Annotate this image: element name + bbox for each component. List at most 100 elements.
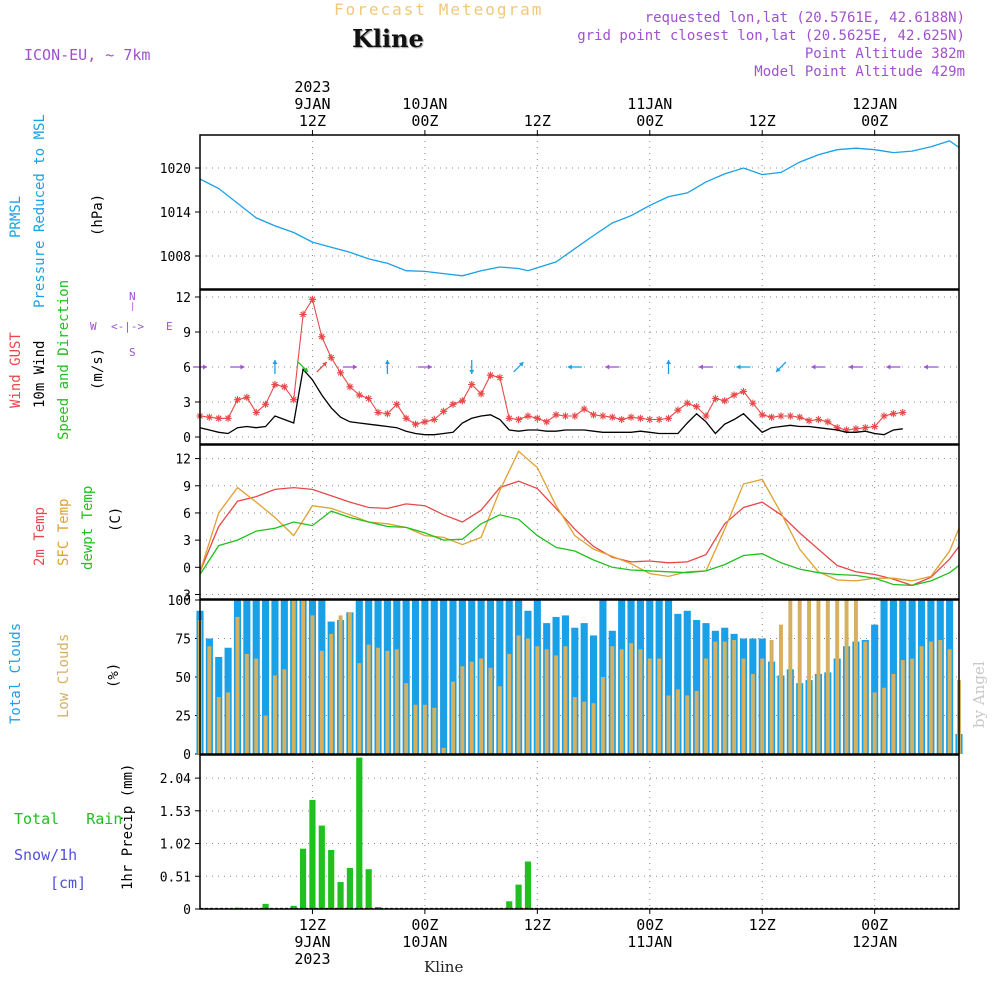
gust-marker (393, 400, 401, 408)
gust-marker (233, 396, 242, 404)
low-cloud-bar (600, 677, 605, 754)
rain-bar (262, 903, 269, 909)
compass-rose: N | W <-|-> E S (90, 290, 180, 360)
rain-bar (318, 825, 325, 909)
bottom-date-label: 00Z (861, 916, 888, 934)
low-cloud-bar (863, 641, 868, 754)
compass-s: S (129, 346, 136, 359)
label-snow-unit: [cm] (50, 874, 87, 892)
gust-marker (458, 397, 466, 405)
rain-bar (309, 799, 316, 909)
y-tick-label: 50 (175, 671, 191, 686)
panel-frame (199, 444, 960, 600)
wind-direction-arrowhead (776, 367, 781, 372)
rain-bar (515, 884, 522, 909)
gust-marker (514, 415, 523, 424)
low-cloud-bar (675, 689, 680, 754)
gust-line (199, 297, 903, 431)
gust-marker (786, 412, 794, 420)
gust-marker (299, 310, 307, 319)
total-cloud-bar (589, 635, 598, 754)
rain-bar (374, 907, 382, 909)
total-cloud-bar (674, 613, 682, 754)
low-cloud-bar (347, 612, 352, 754)
gust-marker (796, 413, 804, 421)
low-cloud-bar (704, 658, 708, 754)
temp-sfc-line (199, 450, 960, 582)
gust-marker (430, 415, 438, 424)
gust-marker (374, 408, 382, 417)
panel-pressure: 1008 1014 1020 (160, 134, 960, 290)
total-cloud-bar (871, 624, 879, 754)
gust-marker (411, 420, 420, 428)
wind-direction-arrowhead (811, 364, 816, 370)
rain-bar (346, 867, 354, 909)
low-cloud-bar (441, 747, 446, 754)
low-cloud-bar (216, 697, 221, 754)
top-date-label: 00Z (636, 112, 663, 130)
total-cloud-bar (664, 600, 673, 754)
rain-bar (290, 905, 297, 909)
low-cloud-bar (807, 600, 812, 754)
low-cloud-bar (301, 600, 306, 754)
gust-marker (693, 403, 701, 411)
total-cloud-bar (693, 620, 701, 754)
y-tick-label: 3 (183, 534, 191, 549)
gust-marker (505, 414, 513, 422)
y-tick-label: 1.02 (160, 838, 191, 853)
low-cloud-bar (713, 641, 718, 754)
low-cloud-bar (741, 658, 746, 754)
y-tick-label: 3 (183, 396, 191, 411)
low-cloud-bar (694, 690, 699, 754)
low-cloud-bar (310, 615, 315, 754)
gust-marker (261, 400, 270, 408)
y-tick-label: 25 (175, 710, 191, 725)
gust-marker (664, 414, 673, 422)
gust-marker (833, 424, 841, 432)
wind-direction-arrowhead (736, 364, 741, 370)
low-cloud-bar (722, 641, 727, 754)
bottom-date-label: 11JAN (627, 933, 672, 951)
top-date-label: 12Z (524, 112, 551, 130)
low-cloud-bar (657, 658, 662, 754)
low-cloud-bar (769, 640, 774, 754)
top-date-label: 11JAN (627, 95, 672, 113)
gust-marker (636, 414, 645, 422)
dewpoint-line (199, 510, 960, 587)
low-cloud-bar (647, 658, 652, 754)
low-cloud-bar (516, 635, 521, 754)
low-cloud-bar (572, 697, 577, 754)
wind-direction-arrowhead (322, 362, 327, 367)
gust-marker (552, 411, 560, 419)
gust-marker (252, 408, 260, 417)
y-tick-label: 0.51 (160, 870, 191, 885)
gust-marker (880, 412, 888, 420)
gust-marker (243, 393, 251, 401)
gust-marker (318, 333, 326, 341)
wind-direction-arrowhead (923, 364, 928, 370)
low-cloud-bar (535, 646, 540, 754)
label-rain: Rain (86, 810, 123, 828)
gust-marker (346, 383, 354, 391)
panel-frame (199, 134, 960, 290)
total-cloud-bar (683, 610, 691, 754)
y-tick-label: 0 (183, 748, 191, 763)
top-date-label: 12Z (749, 112, 776, 130)
station-name-bottom: Kline (424, 958, 464, 976)
gust-marker (871, 422, 879, 431)
bottom-date-label: 12JAN (852, 933, 897, 951)
total-cloud-bar (449, 600, 457, 754)
point-altitude: Point Altitude 382m (804, 46, 965, 62)
gust-marker (608, 413, 616, 421)
gust-marker (767, 413, 776, 421)
low-cloud-bar (272, 675, 277, 754)
low-cloud-bar (235, 616, 240, 754)
wind-direction-arrowhead (384, 360, 390, 364)
rain-bar (524, 861, 532, 909)
top-date-label: 12Z (299, 112, 326, 130)
gust-marker (702, 412, 710, 420)
low-cloud-bar (732, 640, 737, 754)
wind-line (199, 367, 903, 436)
bottom-date-label: 9JAN (294, 933, 330, 951)
gust-marker (646, 415, 654, 424)
